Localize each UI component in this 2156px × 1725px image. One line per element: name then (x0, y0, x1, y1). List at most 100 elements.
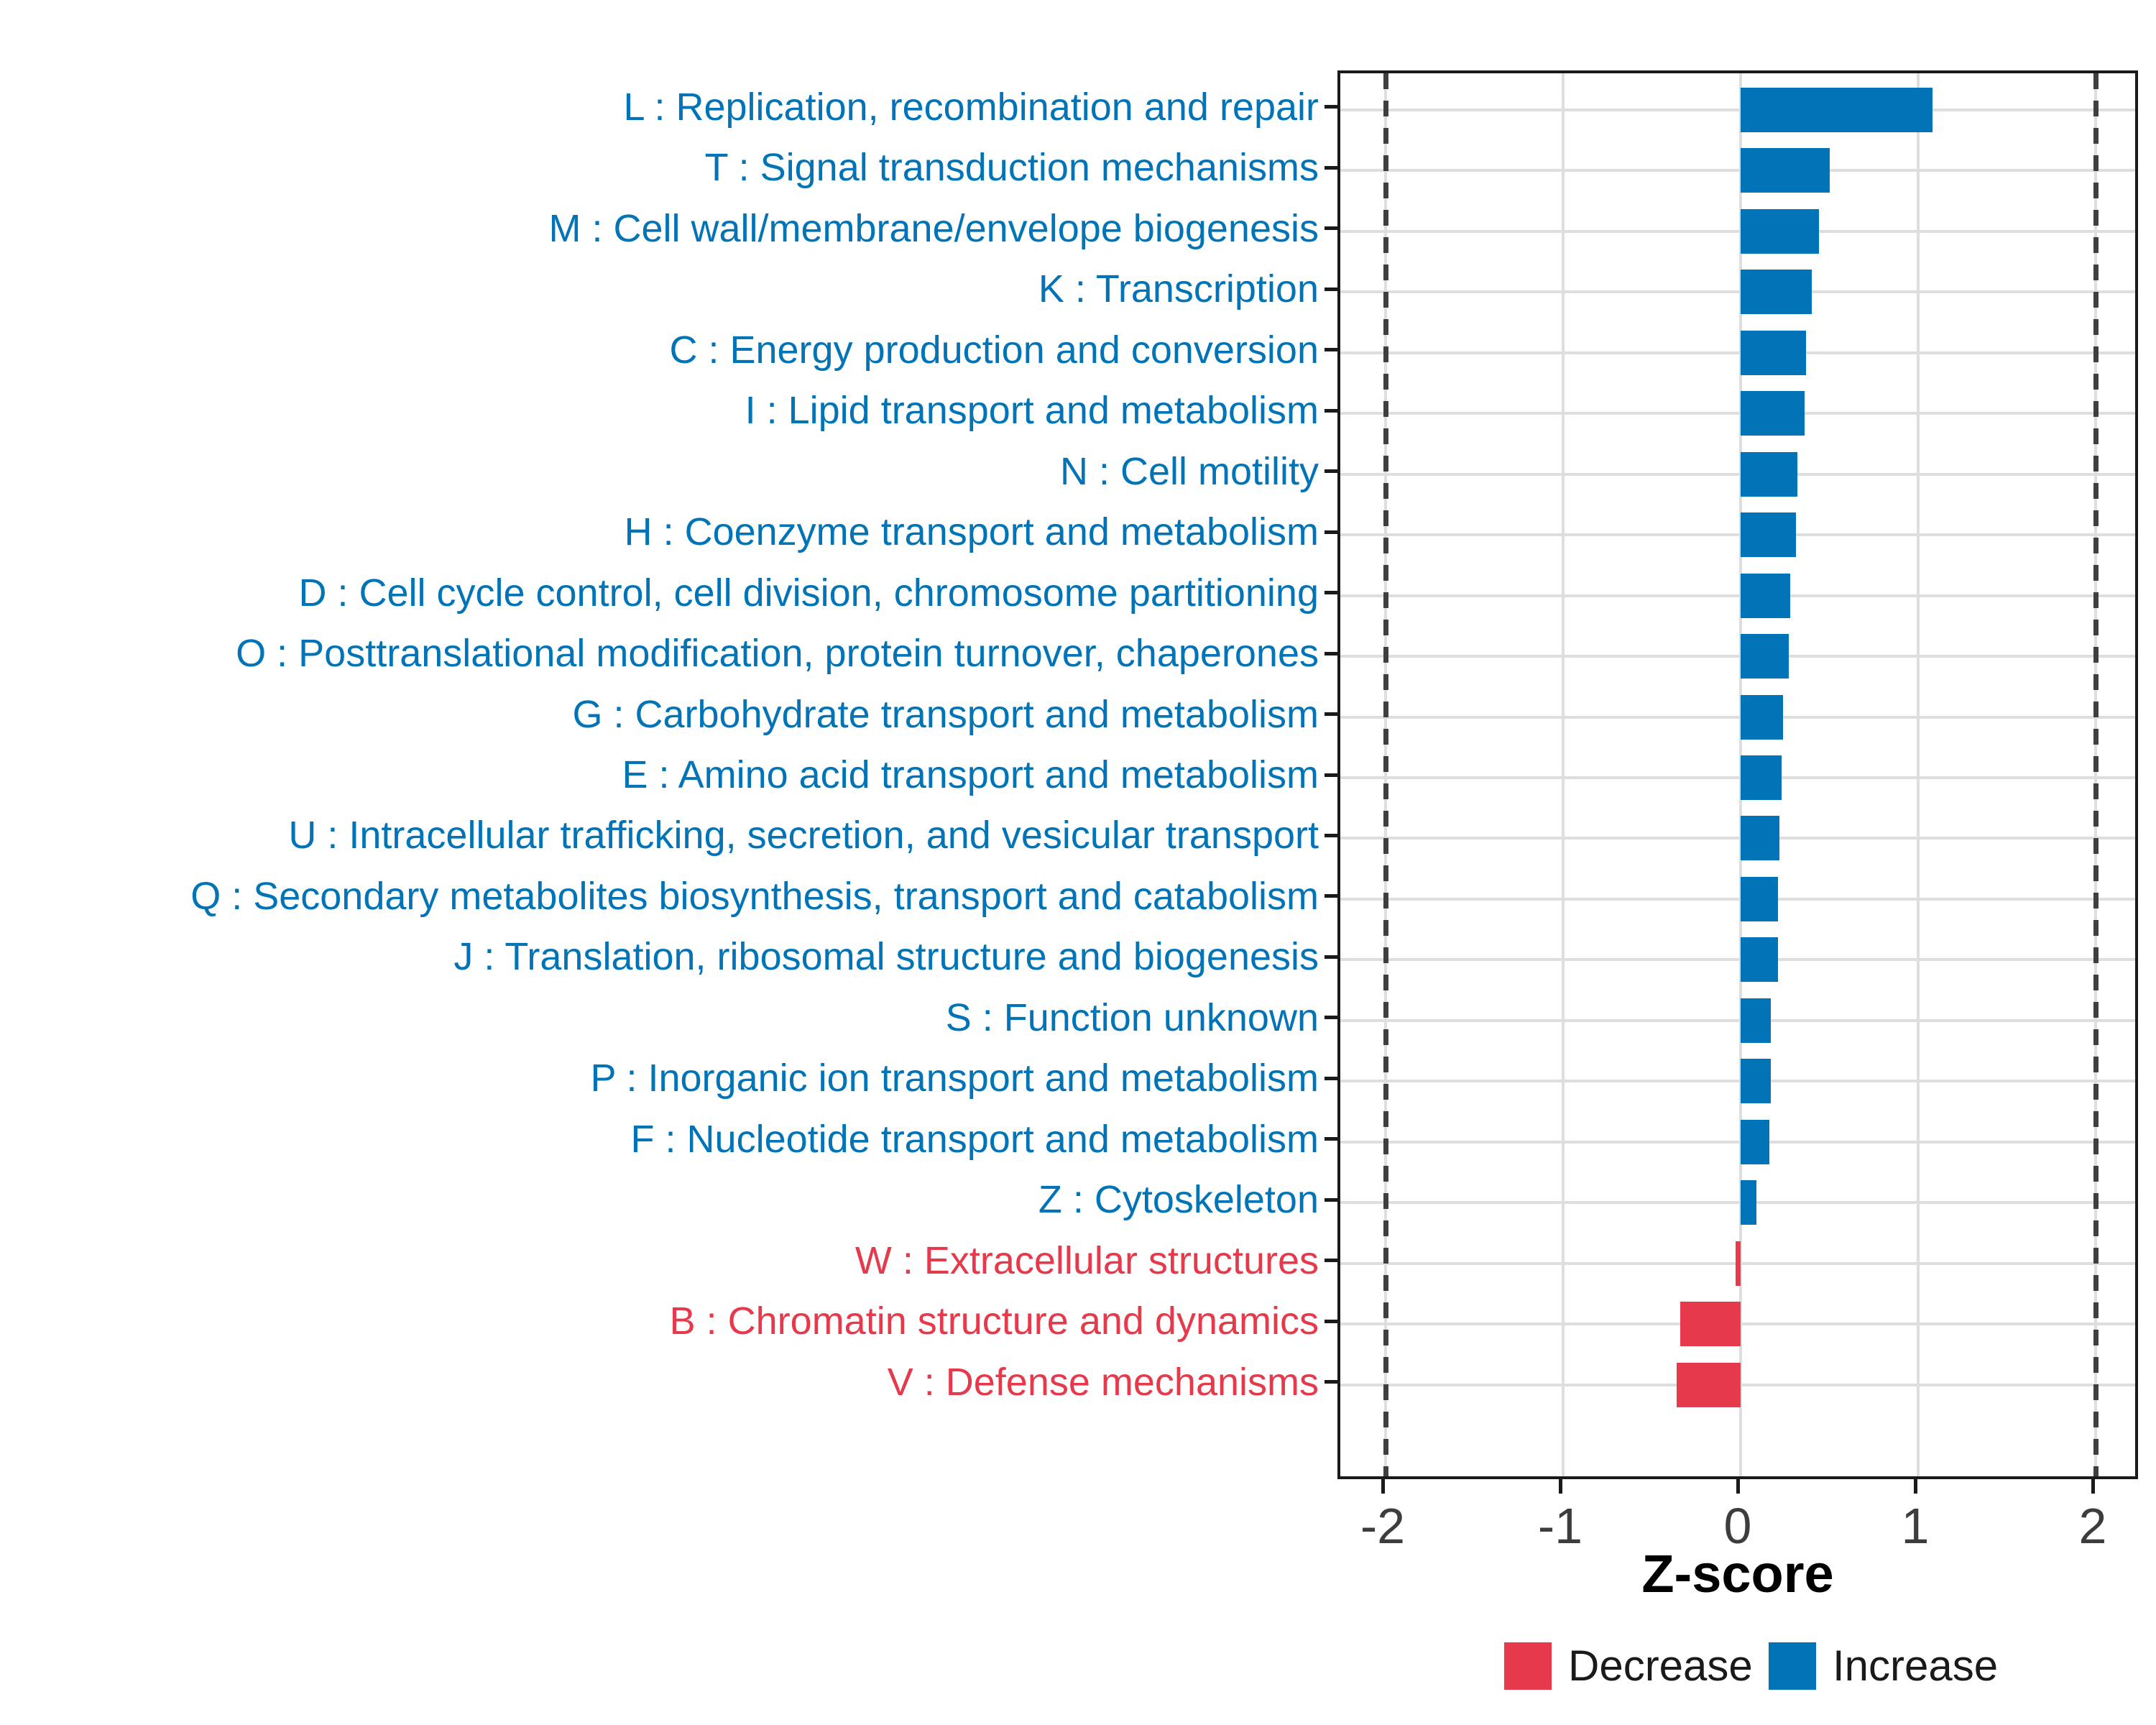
category-label: T : Signal transduction mechanisms (704, 146, 1319, 190)
x-axis-tick (1736, 1479, 1740, 1494)
category-tick (1325, 1197, 1337, 1202)
gridline-horizontal (1340, 169, 2135, 172)
category-label: W : Extracellular structures (854, 1238, 1319, 1282)
x-axis-tick-label: -2 (1360, 1498, 1406, 1554)
category-label: Z : Cytoskeleton (1038, 1178, 1319, 1222)
gridline-horizontal (1340, 1201, 2135, 1205)
gridline-horizontal (1340, 472, 2135, 476)
category-label: B : Chromatin structure and dynamics (669, 1300, 1319, 1343)
bar (1741, 270, 1812, 315)
x-axis-tick (1381, 1479, 1385, 1494)
bar (1741, 755, 1782, 800)
bar (1741, 1119, 1769, 1164)
category-tick (1325, 165, 1337, 170)
reference-line (1383, 73, 1388, 1476)
legend-swatch-decrease (1504, 1642, 1552, 1690)
bar (1735, 1241, 1741, 1286)
category-label: J : Translation, ribosomal structure and… (453, 935, 1319, 979)
bar (1741, 1059, 1771, 1104)
gridline-horizontal (1340, 229, 2135, 233)
x-axis-tick-label: 1 (1901, 1498, 1930, 1554)
category-tick (1325, 833, 1337, 837)
category-label: D : Cell cycle control, cell division, c… (298, 571, 1319, 615)
category-label: G : Carbohydrate transport and metabolis… (572, 692, 1319, 736)
reference-line (2093, 73, 2099, 1476)
category-tick (1325, 469, 1337, 474)
bar (1741, 937, 1778, 983)
gridline-horizontal (1340, 594, 2135, 597)
legend-label-decrease: Decrease (1568, 1642, 1753, 1690)
gridline-horizontal (1340, 412, 2135, 415)
x-axis-tick (1558, 1479, 1562, 1494)
x-axis-tick (2091, 1479, 2095, 1494)
bar (1741, 998, 1771, 1043)
category-label: K : Transcription (1038, 267, 1319, 311)
gridline-horizontal (1340, 776, 2135, 779)
category-label: L : Replication, recombination and repai… (623, 85, 1319, 129)
category-tick (1325, 712, 1337, 717)
bar (1741, 87, 1932, 132)
x-axis-tick-label: 2 (2078, 1498, 2107, 1554)
category-tick (1325, 1016, 1337, 1020)
gridline-horizontal (1340, 837, 2135, 840)
category-tick (1325, 773, 1337, 777)
gridline-horizontal (1340, 1080, 2135, 1083)
category-tick (1325, 954, 1337, 959)
category-label: Q : Secondary metabolites biosynthesis, … (190, 874, 1319, 918)
gridline-horizontal (1340, 655, 2135, 658)
category-label: E : Amino acid transport and metabolism (622, 753, 1319, 796)
bar (1741, 634, 1789, 679)
bar (1741, 148, 1830, 193)
legend-label-increase: Increase (1833, 1642, 1999, 1690)
x-axis-tick-label: -1 (1537, 1498, 1583, 1554)
category-tick (1325, 408, 1337, 413)
legend-swatch-increase (1769, 1642, 1816, 1690)
category-label: P : Inorganic ion transport and metaboli… (590, 1057, 1319, 1100)
x-axis-tick (1913, 1479, 1917, 1494)
category-tick (1325, 1137, 1337, 1141)
category-label: H : Coenzyme transport and metabolism (624, 510, 1319, 554)
category-tick (1325, 105, 1337, 109)
bar (1677, 1362, 1741, 1407)
category-label: N : Cell motility (1059, 449, 1319, 493)
gridline-horizontal (1340, 533, 2135, 537)
category-tick (1325, 226, 1337, 231)
category-tick (1325, 1076, 1337, 1080)
category-tick (1325, 591, 1337, 595)
category-label: S : Function unknown (945, 995, 1319, 1039)
plot-panel (1337, 70, 2138, 1479)
gridline-vertical (1562, 73, 1565, 1476)
gridline-horizontal (1340, 897, 2135, 901)
category-tick (1325, 1319, 1337, 1323)
bar (1741, 208, 1819, 254)
gridline-horizontal (1340, 351, 2135, 354)
x-axis-title: Z-score (1641, 1544, 1834, 1604)
bar (1741, 451, 1798, 497)
gridline-horizontal (1340, 1140, 2135, 1144)
bar (1741, 573, 1791, 618)
category-tick (1325, 894, 1337, 898)
gridline-vertical (1917, 73, 1920, 1476)
bar (1741, 876, 1778, 921)
gridline-horizontal (1340, 958, 2135, 962)
bar (1680, 1302, 1741, 1347)
category-label: U : Intracellular trafficking, secretion… (288, 814, 1319, 857)
category-tick (1325, 1380, 1337, 1384)
bar (1741, 694, 1784, 740)
bar (1741, 330, 1807, 375)
bar (1741, 1180, 1757, 1225)
category-tick (1325, 530, 1337, 534)
gridline-horizontal (1340, 1018, 2135, 1022)
gridline-horizontal (1340, 290, 2135, 294)
category-label: O : Posttranslational modification, prot… (236, 632, 1319, 676)
category-tick (1325, 1259, 1337, 1263)
x-axis-tick-label: 0 (1723, 1498, 1752, 1554)
bar (1741, 816, 1780, 861)
category-tick (1325, 287, 1337, 291)
category-label: F : Nucleotide transport and metabolism (630, 1117, 1319, 1161)
category-tick (1325, 651, 1337, 656)
category-label: V : Defense mechanisms (887, 1360, 1319, 1404)
bar (1741, 512, 1796, 558)
gridline-horizontal (1340, 715, 2135, 719)
